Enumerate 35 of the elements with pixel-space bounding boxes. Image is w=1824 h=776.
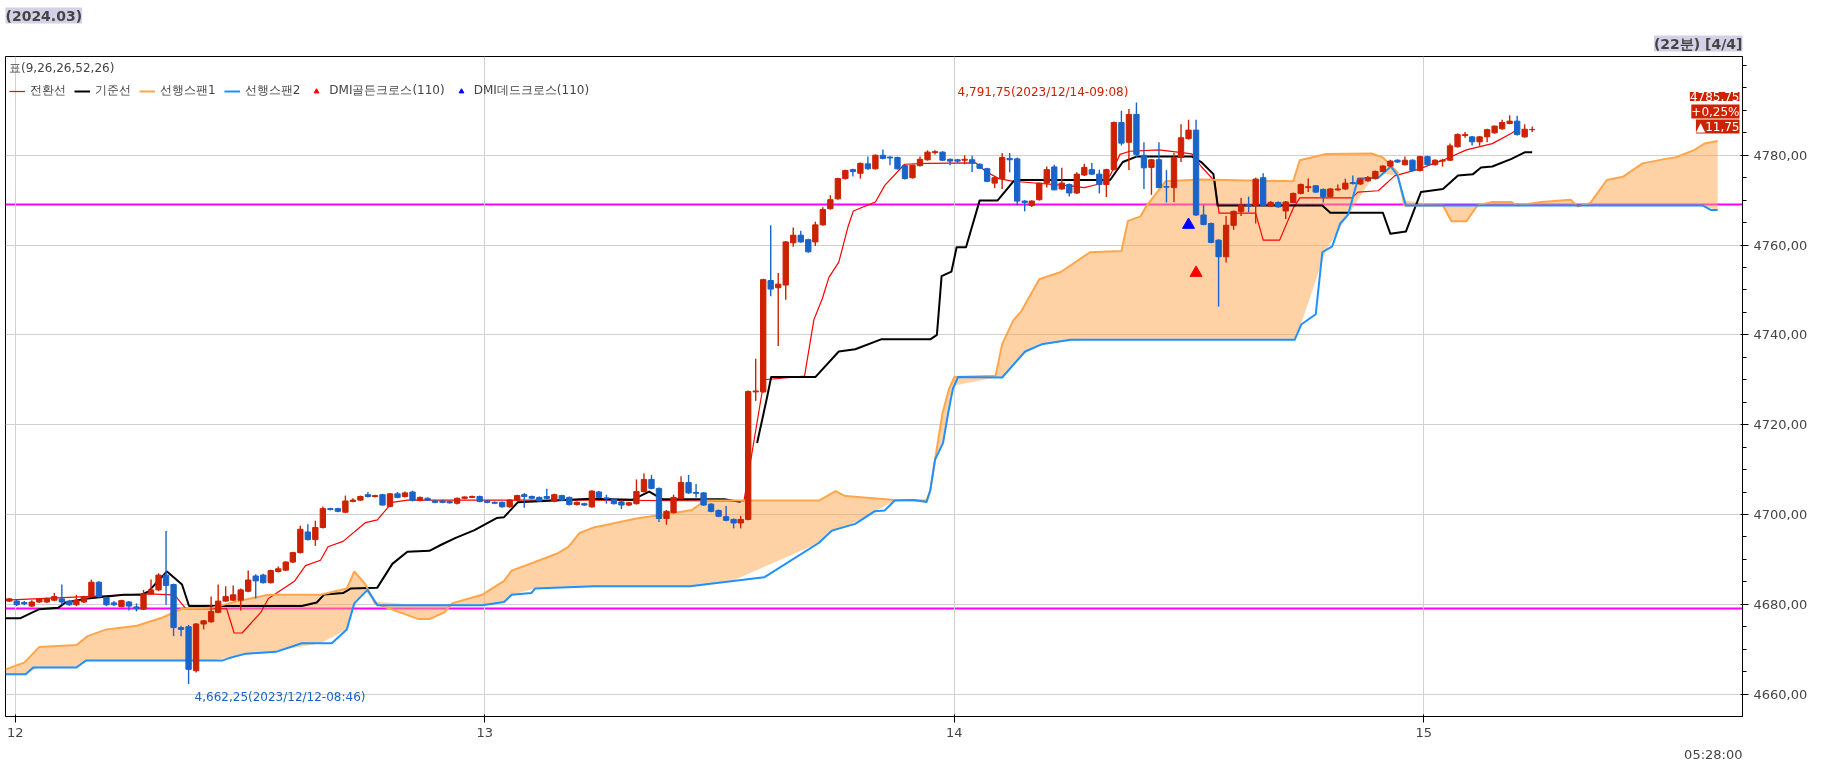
chart-title: (2024.03) [5, 7, 83, 24]
annotation: +0,25% [1691, 104, 1740, 119]
x-tick-label: 14 [946, 724, 963, 740]
y-tick-label: 4780,00 [1753, 147, 1808, 163]
x-tick-label: 15 [1415, 724, 1433, 740]
y-tick-label: 4740,00 [1753, 327, 1808, 343]
candlestick [1051, 164, 1058, 191]
candlestick [1148, 158, 1155, 196]
legend-label: 선행스팬2 [244, 82, 301, 99]
legend-label: DMI골든크로스(110) [329, 82, 445, 99]
annotation: 4,662,25(2023/12/12-08:46) [194, 689, 366, 704]
candlestick [1349, 174, 1357, 186]
y-tick-label: 4680,00 [1753, 596, 1808, 612]
candlestick [1140, 141, 1148, 190]
x-tick-label: 13 [476, 724, 494, 740]
candlestick [767, 224, 774, 297]
candlestick [1513, 115, 1521, 137]
legend-label: 전환선 [30, 82, 66, 99]
annotation: ▲11,75 [1695, 119, 1740, 134]
annotation: 4785,75 [1689, 90, 1740, 104]
y-tick-label: 4760,00 [1753, 237, 1808, 253]
legend-label: DMI데드크로스(110) [473, 82, 590, 99]
text: 05:28:00 [1684, 746, 1743, 762]
y-tick-label: 4660,00 [1753, 686, 1808, 702]
candlestick [1118, 110, 1125, 147]
legend-label: 선행스팬1 [160, 82, 216, 99]
x-tick-label: 12 [7, 724, 24, 740]
legend-label: 기준선 [95, 82, 131, 99]
legend-title: 표(9,26,26,52,26) [9, 60, 116, 77]
candlestick [968, 155, 976, 173]
y-tick-label: 4720,00 [1753, 417, 1808, 433]
y-tick-label: 4700,00 [1753, 506, 1808, 522]
candlestick [1058, 167, 1065, 191]
chart-subtitle: (22분) [4/4] [1653, 35, 1743, 52]
annotation: 4,791,75(2023/12/14-09:08) [957, 84, 1129, 99]
